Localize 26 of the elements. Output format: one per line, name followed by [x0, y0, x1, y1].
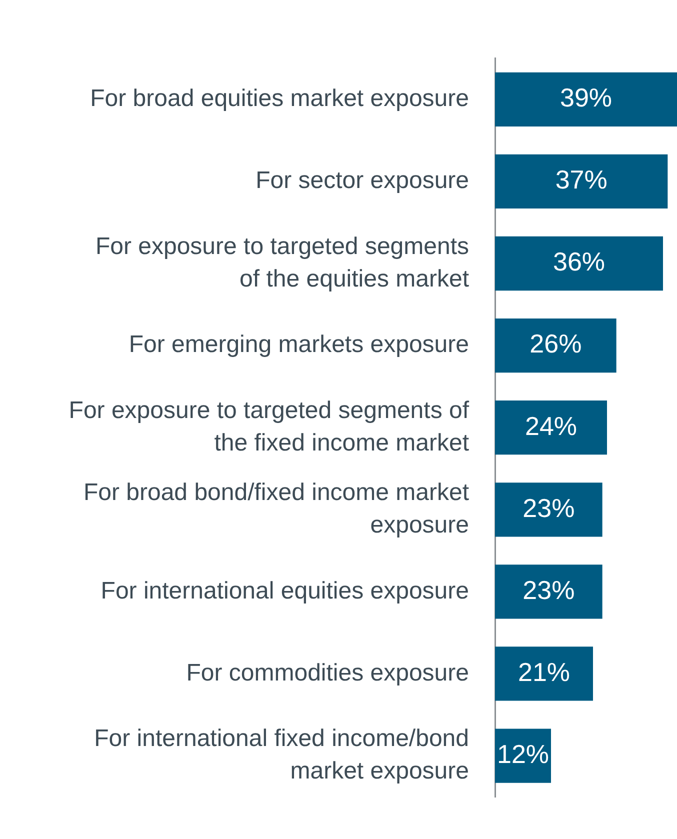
bar — [495, 482, 602, 537]
y-tick-label: For emerging markets exposure — [128, 331, 469, 358]
y-tick-label: For sector exposure — [256, 167, 469, 194]
y-tick-label: For broad bond/fixed income market exposure — [83, 479, 470, 538]
bar — [495, 154, 668, 209]
y-tick-label: For exposure to targeted segments of the equities market — [95, 232, 470, 292]
data-label: 36% — [552, 246, 606, 277]
bar — [495, 318, 616, 373]
y-tick-label: For international equities exposure — [100, 577, 469, 604]
data-label: 23% — [522, 574, 575, 605]
bar — [495, 646, 593, 701]
y-tick-label: For commodities exposure — [186, 659, 469, 686]
bar — [495, 400, 607, 455]
y-tick-label: For international fixed income/bond market exposure — [94, 725, 469, 785]
data-label: 26% — [530, 328, 582, 359]
data-label: 12% — [496, 738, 550, 769]
bar — [495, 72, 677, 126]
data-label: 37% — [555, 164, 608, 195]
y-tick-label: For broad equities market exposure — [90, 85, 469, 112]
data-label: 21% — [518, 656, 570, 687]
y-tick-label: For exposure to targeted segments of the fixed income market — [68, 397, 470, 456]
data-label: 39% — [560, 82, 612, 113]
data-label: 24% — [524, 410, 578, 441]
bar — [495, 236, 663, 291]
data-label: 23% — [522, 492, 575, 523]
bar — [495, 564, 602, 619]
